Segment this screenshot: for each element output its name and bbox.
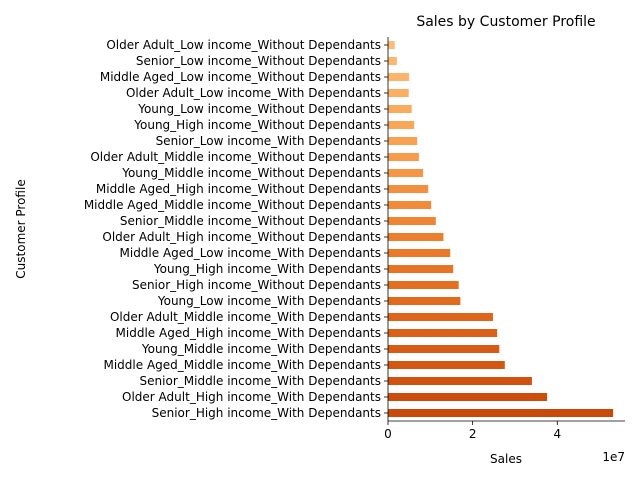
bar [388, 217, 436, 225]
bar [388, 121, 415, 129]
bar [388, 265, 454, 273]
y-tick-label: Senior_Middle income_Without Dependants [120, 214, 381, 228]
y-tick-label: Senior_High income_Without Dependants [132, 278, 381, 292]
bar [388, 345, 500, 353]
bar [388, 169, 424, 177]
y-tick-label: Young_High income_Without Dependants [133, 118, 381, 132]
y-tick-label: Middle Aged_Middle income_Without Depend… [84, 198, 381, 212]
y-tick-label: Older Adult_High income_With Dependants [122, 390, 381, 404]
bar [388, 73, 410, 81]
x-axis-offset-text: 1e7 [602, 450, 625, 464]
bar [388, 393, 548, 401]
y-axis-label: Customer Profile [14, 179, 28, 278]
plot-area: Senior_High income_With Dependants Older … [84, 37, 625, 441]
bar [388, 361, 505, 369]
bar [388, 313, 493, 321]
bar [388, 57, 397, 65]
bar [388, 297, 461, 305]
x-tick-label: 0 [384, 427, 392, 441]
chart-title: Sales by Customer Profile [416, 14, 595, 30]
y-tick-label: Older Adult_Low income_Without Dependant… [106, 38, 381, 52]
y-tick-label: Senior_High income_With Dependants [152, 406, 381, 420]
y-tick-label: Senior_Low income_With Dependants [156, 134, 381, 148]
y-tick-label: Senior_Middle income_With Dependants [140, 374, 381, 388]
bar [388, 281, 459, 289]
y-tick-label: Middle Aged_High income_With Dependants [116, 326, 381, 340]
bar [388, 137, 418, 145]
bar [388, 409, 614, 417]
bar [388, 185, 429, 193]
bar [388, 153, 419, 161]
y-tick-label: Senior_Low income_Without Dependants [136, 54, 381, 68]
bar [388, 377, 532, 385]
bar [388, 233, 444, 241]
bar [388, 105, 412, 113]
bar [388, 329, 498, 337]
bar [388, 249, 451, 257]
bar [388, 89, 409, 97]
y-tick-label: Middle Aged_High income_Without Dependan… [96, 182, 381, 196]
y-tick-label: Young_Middle income_Without Dependants [121, 166, 381, 180]
y-tick-label: Middle Aged_Low income_Without Dependant… [100, 70, 381, 84]
y-tick-label: Older Adult_High income_Without Dependan… [102, 230, 381, 244]
x-tick-label: 4 [553, 427, 561, 441]
y-tick-label: Older Adult_Middle income_With Dependant… [110, 310, 381, 324]
bar [388, 201, 432, 209]
y-tick-label: Young_Low income_With Dependants [157, 294, 381, 308]
y-tick-label: Middle Aged_Low income_With Dependants [120, 246, 382, 260]
y-tick-label: Young_Middle income_With Dependants [141, 342, 381, 356]
y-tick-label: Older Adult_Middle income_Without Depend… [90, 150, 381, 164]
bar [388, 41, 395, 49]
y-tick-label: Middle Aged_Middle income_With Dependant… [103, 358, 381, 372]
y-tick-label: Young_Low income_Without Dependants [137, 102, 381, 116]
y-tick-label: Young_High income_With Dependants [153, 262, 381, 276]
y-tick-label: Older Adult_Low income_With Dependants [126, 86, 381, 100]
x-tick-label: 2 [469, 427, 477, 441]
x-axis-label: Sales [490, 452, 522, 466]
